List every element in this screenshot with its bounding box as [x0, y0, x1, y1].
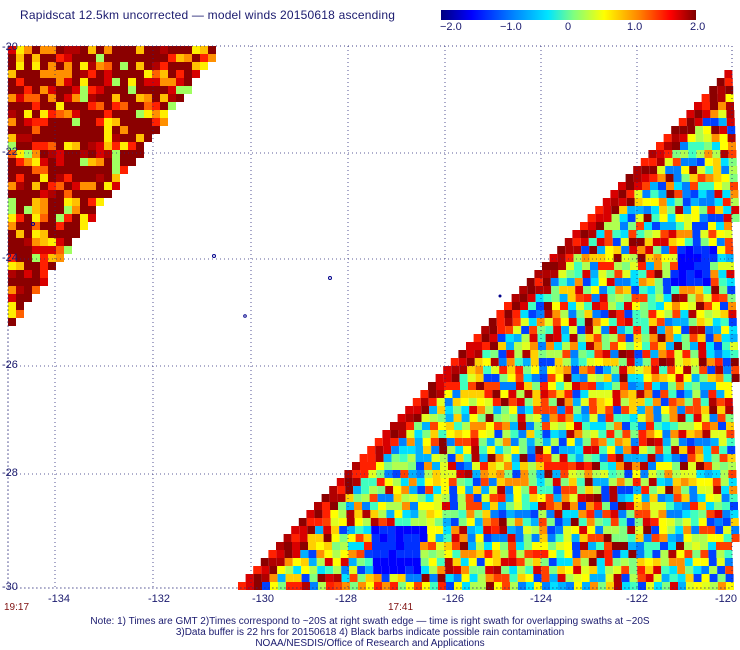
lon-label: -120 [715, 593, 737, 605]
colorbar-label-pos1: 1.0 [627, 21, 643, 33]
lon-label: -128 [335, 593, 357, 605]
wind-map: -134 -132 -130 -128 -126 -124 -122 -120 … [2, 41, 740, 613]
colorbar-label-max: 2.0 [690, 21, 706, 33]
lat-label: -20 [2, 41, 18, 53]
footnote-line: NOAA/NESDIS/Office of Research and Appli… [255, 638, 485, 649]
swath-data-cells [8, 46, 740, 590]
lon-label: -122 [626, 593, 648, 605]
island-outline [243, 314, 247, 318]
lon-label: -132 [148, 593, 170, 605]
island-outline [31, 222, 35, 226]
island-outline [498, 294, 502, 298]
color-scale-bar [441, 10, 696, 20]
map-title: Rapidscat 12.5km uncorrected — model win… [20, 8, 396, 22]
lat-label: -28 [2, 467, 18, 479]
colorbar-label-min: −2.0 [440, 21, 462, 33]
lon-label: -126 [442, 593, 464, 605]
lat-label: -24 [2, 252, 18, 264]
colorbar-label-neg1: −1.0 [500, 21, 522, 33]
footnote-line: Note: 1) Times are GMT 2)Times correspon… [90, 616, 650, 627]
footnote-line: 3)Data buffer is 22 hrs for 20150618 4) … [175, 627, 565, 638]
lon-label: -134 [48, 593, 70, 605]
island-outline [328, 276, 332, 280]
swath-time-left: 19:17 [4, 602, 29, 613]
lat-label: -26 [2, 359, 18, 371]
swath-time-mid: 17:41 [388, 602, 413, 613]
lat-label: -30 [2, 581, 18, 593]
island-outline [212, 254, 216, 258]
lon-label: -124 [530, 593, 552, 605]
footnotes: Note: 1) Times are GMT 2)Times correspon… [0, 616, 740, 649]
lon-label: -130 [252, 593, 274, 605]
map-frame [7, 45, 733, 589]
lat-label: -22 [2, 146, 18, 158]
colorbar-label-zero: 0 [565, 21, 572, 33]
